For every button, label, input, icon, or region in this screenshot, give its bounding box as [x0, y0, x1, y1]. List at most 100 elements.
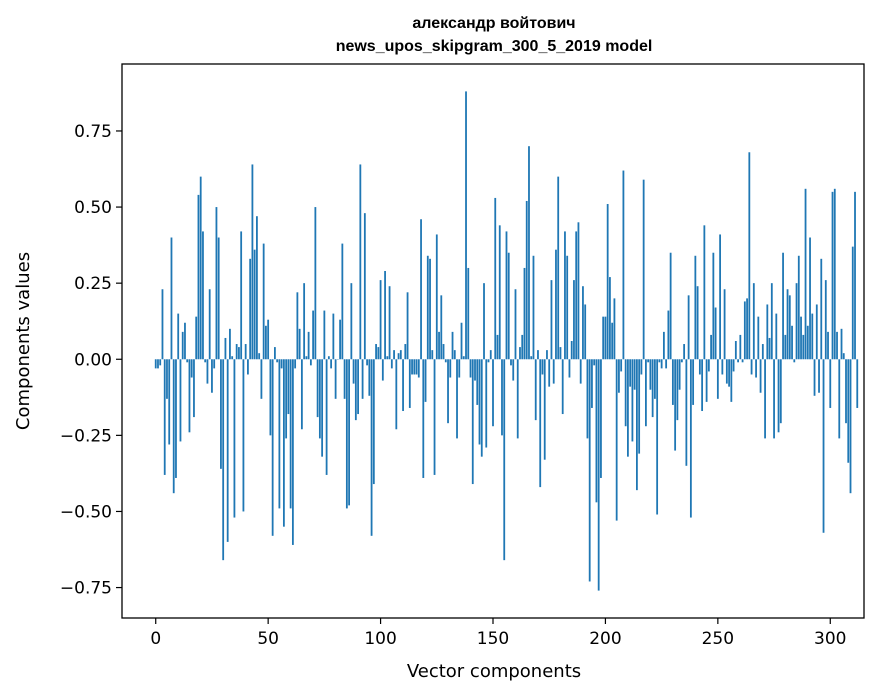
bar-component-174 [546, 350, 548, 359]
bar-component-65 [301, 359, 303, 429]
bar-component-289 [805, 189, 807, 359]
bar-component-34 [231, 356, 233, 359]
bar-component-96 [371, 359, 373, 536]
bar-component-46 [258, 353, 260, 359]
bar-component-192 [587, 359, 589, 438]
bar-component-293 [814, 359, 816, 396]
bar-component-111 [404, 344, 406, 359]
bar-component-168 [533, 256, 535, 359]
bar-component-164 [524, 268, 526, 359]
bar-component-257 [733, 359, 735, 371]
bar-component-265 [751, 359, 753, 374]
bar-component-298 [825, 280, 827, 359]
bar-component-170 [537, 350, 539, 359]
bar-component-80 [335, 359, 337, 399]
bar-component-273 [769, 338, 771, 359]
bar-component-84 [344, 359, 346, 399]
bar-component-25 [211, 359, 213, 392]
bar-component-64 [299, 329, 301, 359]
bar-component-251 [719, 234, 721, 359]
bar-component-291 [809, 238, 811, 360]
bar-component-9 [175, 359, 177, 478]
bar-component-99 [377, 347, 379, 359]
bar-component-90 [357, 359, 359, 414]
bar-component-20 [200, 177, 202, 360]
bar-component-91 [359, 164, 361, 359]
bar-component-33 [229, 329, 231, 359]
bar-component-24 [209, 289, 211, 359]
bar-component-162 [519, 347, 521, 359]
bar-component-308 [847, 359, 849, 462]
x-tick-label: 50 [257, 629, 279, 649]
bar-component-310 [852, 247, 854, 360]
bar-component-278 [780, 359, 782, 423]
bar-component-51 [270, 359, 272, 435]
bar-component-284 [793, 359, 795, 362]
bar-component-101 [382, 359, 384, 380]
bar-component-142 [474, 359, 476, 380]
bar-component-214 [636, 359, 638, 490]
bar-component-10 [177, 314, 179, 360]
bar-component-305 [841, 329, 843, 359]
bar-component-296 [820, 259, 822, 359]
bar-component-57 [283, 359, 285, 526]
bar-component-21 [202, 231, 204, 359]
x-tick-label: 100 [364, 629, 396, 649]
bar-component-163 [521, 335, 523, 359]
bar-component-132 [452, 332, 454, 359]
bar-component-183 [566, 256, 568, 359]
bar-component-225 [661, 359, 663, 368]
bar-component-3 [162, 289, 164, 359]
bar-component-139 [467, 268, 469, 359]
bar-component-180 [560, 347, 562, 359]
bar-component-14 [186, 359, 188, 362]
bar-component-286 [798, 256, 800, 359]
bar-component-133 [454, 350, 456, 359]
bar-component-197 [598, 359, 600, 590]
bar-component-260 [739, 335, 741, 359]
y-tick-label: 0.00 [74, 350, 112, 370]
bar-component-258 [735, 341, 737, 359]
bar-component-87 [350, 283, 352, 359]
bar-component-195 [593, 359, 595, 365]
bar-component-19 [198, 195, 200, 359]
bar-component-252 [721, 359, 723, 374]
bar-component-177 [553, 359, 555, 383]
bar-component-295 [818, 359, 820, 392]
bar-component-120 [425, 359, 427, 402]
bar-component-23 [207, 359, 209, 383]
bar-component-134 [456, 359, 458, 438]
bar-component-230 [672, 359, 674, 405]
bar-component-167 [530, 356, 532, 359]
bar-component-300 [829, 359, 831, 408]
bar-component-271 [764, 359, 766, 438]
bar-component-228 [667, 311, 669, 360]
bar-component-127 [440, 295, 442, 359]
bar-component-63 [296, 292, 298, 359]
bar-component-215 [638, 359, 640, 453]
bar-component-242 [699, 359, 701, 374]
bar-component-210 [627, 359, 629, 456]
bar-component-117 [418, 359, 420, 377]
bar-component-247 [710, 335, 712, 359]
bar-component-43 [252, 164, 254, 359]
bar-component-102 [384, 271, 386, 359]
bar-component-130 [447, 359, 449, 423]
bar-component-89 [355, 359, 357, 420]
bar-component-237 [688, 295, 690, 359]
bar-component-219 [647, 359, 649, 362]
bar-component-52 [272, 359, 274, 536]
bar-component-72 [317, 359, 319, 417]
bar-component-231 [674, 359, 676, 450]
bar-component-36 [236, 344, 238, 359]
bar-component-145 [481, 359, 483, 456]
bar-component-224 [658, 359, 660, 362]
bar-component-124 [434, 359, 436, 475]
bar-component-92 [362, 359, 364, 399]
bar-component-55 [278, 359, 280, 508]
bar-component-5 [166, 359, 168, 399]
bar-component-70 [312, 311, 314, 360]
y-tick-label: −0.75 [60, 579, 112, 599]
